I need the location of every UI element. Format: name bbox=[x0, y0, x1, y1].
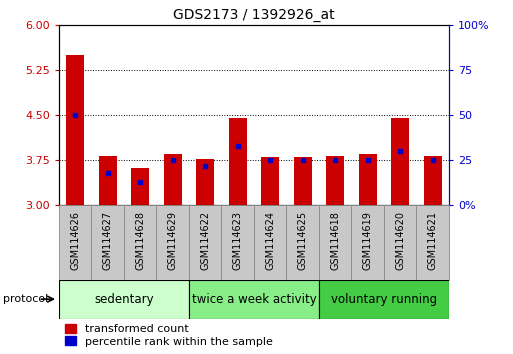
Bar bbox=[124, 205, 156, 280]
Text: GSM114622: GSM114622 bbox=[200, 211, 210, 270]
Title: GDS2173 / 1392926_at: GDS2173 / 1392926_at bbox=[173, 8, 335, 22]
Bar bbox=[156, 205, 189, 280]
Text: GSM114619: GSM114619 bbox=[363, 211, 372, 270]
Bar bbox=[286, 205, 319, 280]
Bar bbox=[319, 205, 351, 280]
Bar bbox=[91, 205, 124, 280]
Bar bbox=[326, 156, 344, 205]
Bar bbox=[229, 118, 247, 205]
Bar bbox=[99, 156, 116, 205]
Text: GSM114628: GSM114628 bbox=[135, 211, 145, 270]
Text: GSM114624: GSM114624 bbox=[265, 211, 275, 270]
Bar bbox=[189, 205, 222, 280]
Bar bbox=[222, 205, 254, 280]
Bar bbox=[59, 205, 91, 280]
Bar bbox=[189, 280, 319, 319]
Bar bbox=[131, 168, 149, 205]
Bar bbox=[424, 156, 442, 205]
Text: voluntary running: voluntary running bbox=[331, 293, 437, 306]
Text: twice a week activity: twice a week activity bbox=[191, 293, 317, 306]
Text: GSM114625: GSM114625 bbox=[298, 211, 308, 270]
Text: GSM114629: GSM114629 bbox=[168, 211, 177, 270]
Bar bbox=[254, 205, 286, 280]
Bar bbox=[384, 205, 417, 280]
Text: GSM114627: GSM114627 bbox=[103, 211, 113, 270]
Text: GSM114618: GSM114618 bbox=[330, 211, 340, 270]
Bar bbox=[196, 159, 214, 205]
Text: GSM114621: GSM114621 bbox=[428, 211, 438, 270]
Bar bbox=[391, 118, 409, 205]
Bar bbox=[59, 280, 189, 319]
Bar bbox=[294, 157, 311, 205]
Text: sedentary: sedentary bbox=[94, 293, 154, 306]
Bar bbox=[351, 205, 384, 280]
Text: GSM114620: GSM114620 bbox=[395, 211, 405, 270]
Bar bbox=[319, 280, 449, 319]
Bar bbox=[417, 205, 449, 280]
Bar bbox=[164, 154, 182, 205]
Bar bbox=[66, 55, 84, 205]
Text: GSM114626: GSM114626 bbox=[70, 211, 80, 270]
Bar bbox=[261, 157, 279, 205]
Bar bbox=[359, 154, 377, 205]
Text: GSM114623: GSM114623 bbox=[233, 211, 243, 270]
Legend: transformed count, percentile rank within the sample: transformed count, percentile rank withi… bbox=[65, 324, 272, 347]
Text: protocol: protocol bbox=[3, 294, 48, 304]
